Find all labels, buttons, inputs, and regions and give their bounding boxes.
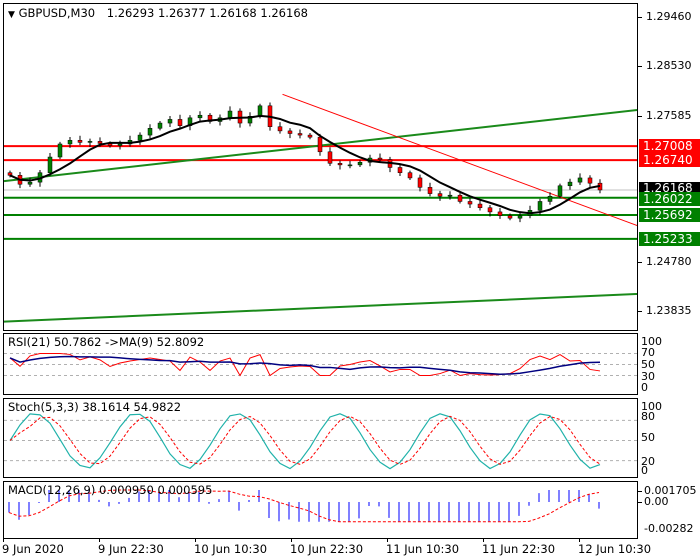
time-label: 9 Jun 22:30 — [98, 542, 164, 556]
support-tag-3: 1.25233 — [639, 232, 700, 246]
current-price-tag: 1.26168 — [639, 182, 700, 193]
rsi-plot — [4, 353, 637, 377]
rsi-level: 0 — [641, 381, 648, 394]
price-tick: 1.28530 — [646, 59, 692, 72]
stoch-title: Stoch(5,3,3) 38.1614 54.9822 — [8, 400, 182, 414]
stoch-level: 80 — [641, 410, 655, 423]
symbol-label: GBPUSD,M30 — [18, 6, 96, 20]
rsi-title: RSI(21) 50.7862 ->MA(9) 52.8092 — [8, 335, 205, 349]
time-label: 10 Jun 10:30 — [194, 542, 268, 556]
support-tag-1: 1.26022 — [639, 192, 700, 206]
time-label: 9 Jun 2020 — [2, 542, 64, 556]
stoch-level: 0 — [641, 464, 648, 477]
stoch-panel[interactable]: Stoch(5,3,3) 38.1614 54.9822 — [3, 398, 638, 478]
price-tick: 1.27585 — [646, 109, 692, 122]
time-label: 10 Jun 22:30 — [290, 542, 364, 556]
macd-level: -0.00282 — [644, 522, 694, 535]
stoch-level: 20 — [641, 455, 655, 468]
time-label: 12 Jun 10:30 — [578, 542, 652, 556]
price-tick: 1.24780 — [646, 255, 692, 268]
support-tag-2: 1.25692 — [639, 208, 700, 222]
price-tick: 1.29460 — [646, 10, 692, 23]
rsi-level: 70 — [641, 346, 655, 359]
macd-panel[interactable]: MACD(12,26,9) 0.000950 0.000595 — [3, 481, 638, 539]
stoch-level: 100 — [641, 400, 662, 413]
resistance-tag-1: 1.27008 — [639, 139, 700, 153]
macd-level: 0.00 — [644, 495, 669, 508]
ohlc-values: 1.26293 1.26377 1.26168 1.26168 — [106, 6, 308, 20]
macd-axis: 0.001705 0.00 -0.00282 — [638, 481, 700, 539]
price-axis: 1.29460 1.28530 1.27585 1.24780 1.23835 … — [638, 3, 700, 331]
stoch-level: 50 — [641, 431, 655, 444]
macd-title: MACD(12,26,9) 0.000950 0.000595 — [8, 483, 213, 497]
resistance-tag-2: 1.26740 — [639, 153, 700, 167]
time-label: 11 Jun 10:30 — [386, 542, 460, 556]
rsi-axis: 100 70 50 30 0 — [638, 333, 700, 395]
stoch-plot — [4, 413, 637, 470]
chart-title: ▼ GBPUSD,M30 1.26293 1.26377 1.26168 1.2… — [8, 6, 308, 20]
time-label: 11 Jun 22:30 — [482, 542, 556, 556]
macd-plot — [8, 489, 600, 523]
main-chart-panel[interactable]: ▼ GBPUSD,M30 1.26293 1.26377 1.26168 1.2… — [3, 3, 638, 331]
macd-level: 0.001705 — [644, 484, 697, 497]
price-tick: 1.23835 — [646, 304, 692, 317]
rsi-level: 50 — [641, 358, 655, 371]
price-plot — [4, 93, 638, 323]
collapse-triangle-icon[interactable]: ▼ — [8, 10, 15, 20]
rsi-panel[interactable]: RSI(21) 50.7862 ->MA(9) 52.8092 — [3, 333, 638, 395]
rsi-level: 100 — [641, 335, 662, 348]
rsi-level: 30 — [641, 370, 655, 383]
stoch-axis: 100 80 50 20 0 — [638, 398, 700, 478]
